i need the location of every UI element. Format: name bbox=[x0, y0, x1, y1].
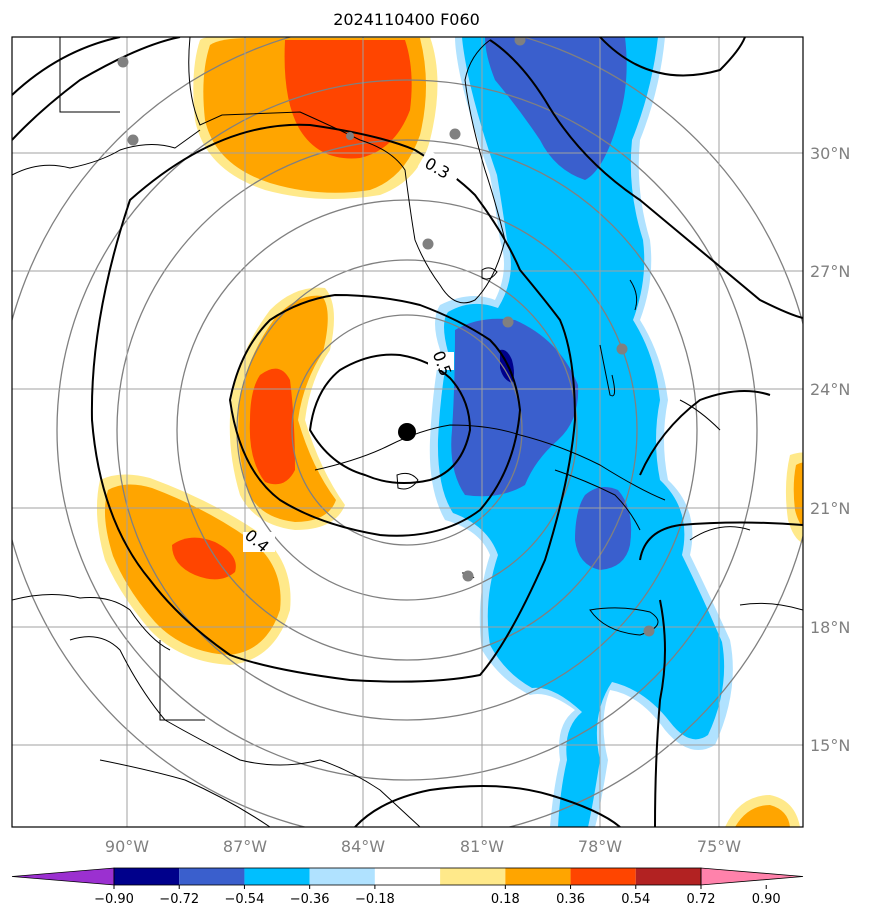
map-title: 2024110400 F060 bbox=[333, 10, 480, 29]
colorbar-tick-label: −0.36 bbox=[290, 892, 330, 907]
negative-mid-region bbox=[575, 486, 632, 570]
colorbar-extend-high bbox=[700, 867, 804, 886]
colorbar-frame bbox=[113, 867, 702, 886]
lon-label: 75°W bbox=[697, 837, 741, 856]
longitude-labels: 90°W 87°W 84°W 81°W 78°W 75°W bbox=[105, 837, 741, 856]
colorbar-segment bbox=[309, 868, 375, 885]
positive-mid-region bbox=[172, 537, 236, 580]
colorbar-tick-label: 0.90 bbox=[752, 892, 781, 907]
contour-lines bbox=[12, 37, 803, 827]
coastlines bbox=[12, 37, 803, 827]
colorbar-segment bbox=[179, 868, 245, 885]
latitude-labels: 30°N 27°N 24°N 21°N 18°N 15°N bbox=[810, 144, 850, 755]
lon-label: 90°W bbox=[105, 837, 149, 856]
colorbar-tick-label: 0.18 bbox=[491, 892, 520, 907]
colorbar-segment bbox=[505, 868, 571, 885]
colorbar-tick-label: −0.18 bbox=[355, 892, 395, 907]
colorbar-tick-label: 0.36 bbox=[556, 892, 585, 907]
station-markers bbox=[117, 37, 655, 637]
colorbar-segment bbox=[244, 868, 310, 885]
colorbar-segment bbox=[635, 868, 701, 885]
lat-label: 30°N bbox=[810, 144, 850, 163]
colorbar: −0.90 −0.72 −0.54 −0.36 −0.18 0.18 0.36 0.54 0.7… bbox=[11, 867, 804, 907]
colorbar-segment bbox=[114, 868, 180, 885]
plot-frame bbox=[11, 36, 804, 828]
positive-light-region bbox=[793, 462, 803, 527]
colorbar-tick-label: −0.54 bbox=[225, 892, 265, 907]
negative-mid-region bbox=[485, 37, 627, 180]
colorbar-tick-label: −0.72 bbox=[159, 892, 199, 907]
lon-label: 87°W bbox=[223, 837, 267, 856]
positive-mid-region bbox=[249, 368, 295, 485]
storm-center-marker bbox=[398, 423, 416, 441]
map-plot-area: 0.3 0.5 0.4 bbox=[12, 37, 803, 827]
lat-label: 24°N bbox=[810, 380, 850, 399]
positive-mid-region bbox=[284, 40, 412, 159]
colorbar-tick-label: 0.72 bbox=[687, 892, 716, 907]
shaded-field bbox=[96, 37, 803, 827]
lon-label: 78°W bbox=[578, 837, 622, 856]
positive-light-region bbox=[735, 805, 790, 827]
lat-label: 27°N bbox=[810, 262, 850, 281]
lat-label: 15°N bbox=[810, 736, 850, 755]
colorbar-tick-label: −0.90 bbox=[94, 892, 134, 907]
colorbar-segment bbox=[570, 868, 636, 885]
colorbar-tick-label: 0.54 bbox=[621, 892, 650, 907]
lat-label: 21°N bbox=[810, 499, 850, 518]
lat-label: 18°N bbox=[810, 618, 850, 637]
colorbar-segment bbox=[374, 868, 441, 885]
colorbar-segment bbox=[440, 868, 506, 885]
lon-label: 84°W bbox=[341, 837, 385, 856]
colorbar-extend-low bbox=[11, 867, 115, 886]
negative-mid-region bbox=[451, 318, 579, 497]
lon-label: 81°W bbox=[460, 837, 504, 856]
